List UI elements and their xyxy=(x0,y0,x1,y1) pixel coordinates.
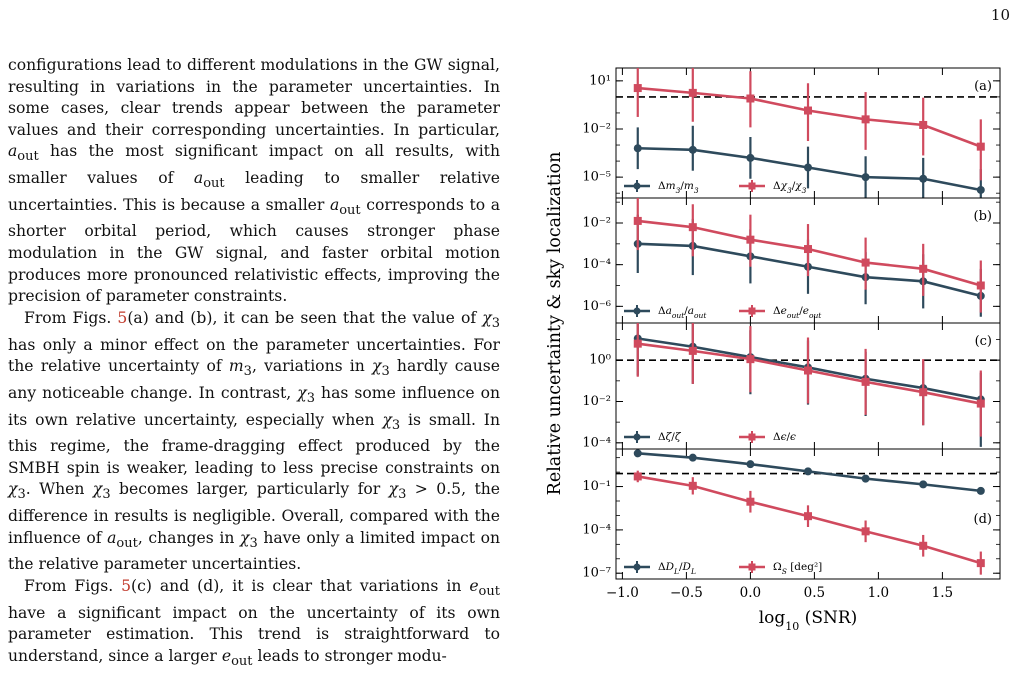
data-point xyxy=(688,453,697,462)
data-point xyxy=(861,474,870,483)
data-point xyxy=(919,480,928,489)
data-point xyxy=(861,527,870,536)
legend-label: Δaout/aout xyxy=(658,305,707,320)
paragraph-1: configurations lead to different modulat… xyxy=(8,56,500,306)
legend-swatch-marker xyxy=(633,182,641,190)
panel-c: 10⁰ 10⁻² 10⁻⁴ Δζ/ζ Δϵ/ϵ (c) xyxy=(582,322,1001,450)
data-point xyxy=(688,346,697,355)
data-point xyxy=(976,559,985,568)
panel-label: (a) xyxy=(974,79,992,94)
paragraph-2: From Figs. 5(a) and (b), it can be seen … xyxy=(8,308,501,574)
y-tick-label: 10⁻⁴ xyxy=(582,522,611,537)
legend-label: Δeout/eout xyxy=(773,305,822,320)
data-point xyxy=(688,145,697,154)
y-tick-label: 10⁻² xyxy=(582,394,611,409)
data-point xyxy=(633,84,642,93)
panel-series-group xyxy=(633,198,985,317)
data-point xyxy=(633,449,642,458)
data-point xyxy=(633,472,642,481)
data-point xyxy=(804,106,812,115)
legend-label: ΔDL/DL xyxy=(658,561,696,576)
panel-label: (d) xyxy=(974,512,992,527)
data-point xyxy=(633,216,642,225)
data-point xyxy=(804,512,812,521)
y-tick-label: 10⁻⁵ xyxy=(582,170,611,185)
paragraph-3: From Figs. 5(c) and (d), it is clear tha… xyxy=(8,577,500,670)
panel-label: (b) xyxy=(974,209,992,224)
data-point xyxy=(633,144,642,153)
data-point xyxy=(861,115,870,124)
data-point xyxy=(919,541,928,550)
y-tick-label: 10⁻⁶ xyxy=(582,299,611,314)
legend-swatch-marker xyxy=(748,563,756,571)
data-point xyxy=(976,185,985,194)
data-point xyxy=(804,163,812,172)
y-tick-label: 10⁻² xyxy=(582,121,611,136)
legend-swatch-marker xyxy=(748,307,756,315)
panel-frame xyxy=(615,448,1001,580)
data-point xyxy=(919,174,928,183)
data-point xyxy=(746,153,755,162)
data-point xyxy=(976,142,985,151)
x-tick-label: −0.5 xyxy=(670,585,703,601)
y-tick-label: 10⁻⁴ xyxy=(582,257,611,272)
data-point xyxy=(804,366,812,375)
y-axis-label: Relative uncertainty & sky localization xyxy=(545,152,565,496)
x-tick-label: 0.5 xyxy=(804,585,825,601)
data-point xyxy=(746,497,755,506)
data-point xyxy=(976,486,985,495)
data-point xyxy=(919,388,928,397)
data-point xyxy=(861,377,870,386)
data-point xyxy=(919,120,928,129)
panel-b: 10⁻² 10⁻⁴ 10⁻⁶ Δaout/aout Δeout/eout (b) xyxy=(582,197,1001,324)
legend-label: Δχ3/χ3 xyxy=(773,180,807,195)
x-tick-label: 1.5 xyxy=(932,585,953,601)
y-tick-label: 10⁻⁷ xyxy=(582,566,611,581)
data-point xyxy=(861,258,870,267)
legend-label: ΩS [deg²] xyxy=(773,561,822,576)
data-point xyxy=(633,339,642,348)
legend-swatch-marker xyxy=(748,433,756,441)
uncertainty-chart: 10¹ 10⁻² 10⁻⁵ Δm3/m3 Δχ3/χ3 (a) 10⁻² 10⁻⁴ 10⁻⁶ Δa… xyxy=(545,67,1001,633)
y-tick-label: 10⁻² xyxy=(582,216,611,231)
x-tick-label: 0.0 xyxy=(740,585,761,601)
legend-swatch-marker xyxy=(633,433,641,441)
x-tick-label: 1.0 xyxy=(868,585,889,601)
panel-a: 10¹ 10⁻² 10⁻⁵ Δm3/m3 Δχ3/χ3 (a) xyxy=(582,67,1001,199)
panel-d: 10⁻¹ 10⁻⁴ 10⁻⁷ ΔDL/DL ΩS [deg²] (d) xyxy=(582,448,1001,581)
data-point xyxy=(976,399,985,408)
panel-series-group xyxy=(633,323,985,447)
panel-series-group xyxy=(633,68,985,198)
legend-label: Δϵ/ϵ xyxy=(773,431,796,443)
data-point xyxy=(746,94,755,103)
y-tick-label: 10¹ xyxy=(589,73,611,88)
data-point xyxy=(688,223,697,232)
y-tick-label: 10⁻⁴ xyxy=(582,435,611,450)
data-point xyxy=(861,173,870,182)
panel-label: (c) xyxy=(975,334,992,349)
legend-swatch-marker xyxy=(748,182,756,190)
x-tick-label: −1.0 xyxy=(606,585,639,601)
data-point xyxy=(746,460,755,469)
figure-5: 10¹ 10⁻² 10⁻⁵ Δm3/m3 Δχ3/χ3 (a) 10⁻² 10⁻⁴ 10⁻⁶ Δa… xyxy=(520,60,1025,670)
legend-label: Δm3/m3 xyxy=(658,180,699,195)
data-point xyxy=(688,481,697,490)
data-point xyxy=(804,245,812,254)
body-text-column: configurations lead to different modulat… xyxy=(8,55,500,673)
page-number: 10 xyxy=(990,6,1010,24)
data-point xyxy=(688,88,697,97)
y-tick-label: 10⁻¹ xyxy=(582,479,611,494)
data-point xyxy=(976,281,985,290)
data-point xyxy=(804,467,812,476)
x-axis-label: log10 (SNR) xyxy=(759,608,858,633)
data-point xyxy=(746,235,755,244)
y-tick-label: 10⁰ xyxy=(589,353,611,368)
legend-label: Δζ/ζ xyxy=(658,431,682,443)
data-point xyxy=(919,264,928,273)
legend-swatch-marker xyxy=(633,307,641,315)
legend-swatch-marker xyxy=(633,563,641,571)
data-point xyxy=(746,355,755,364)
panel-series-group xyxy=(633,449,985,575)
